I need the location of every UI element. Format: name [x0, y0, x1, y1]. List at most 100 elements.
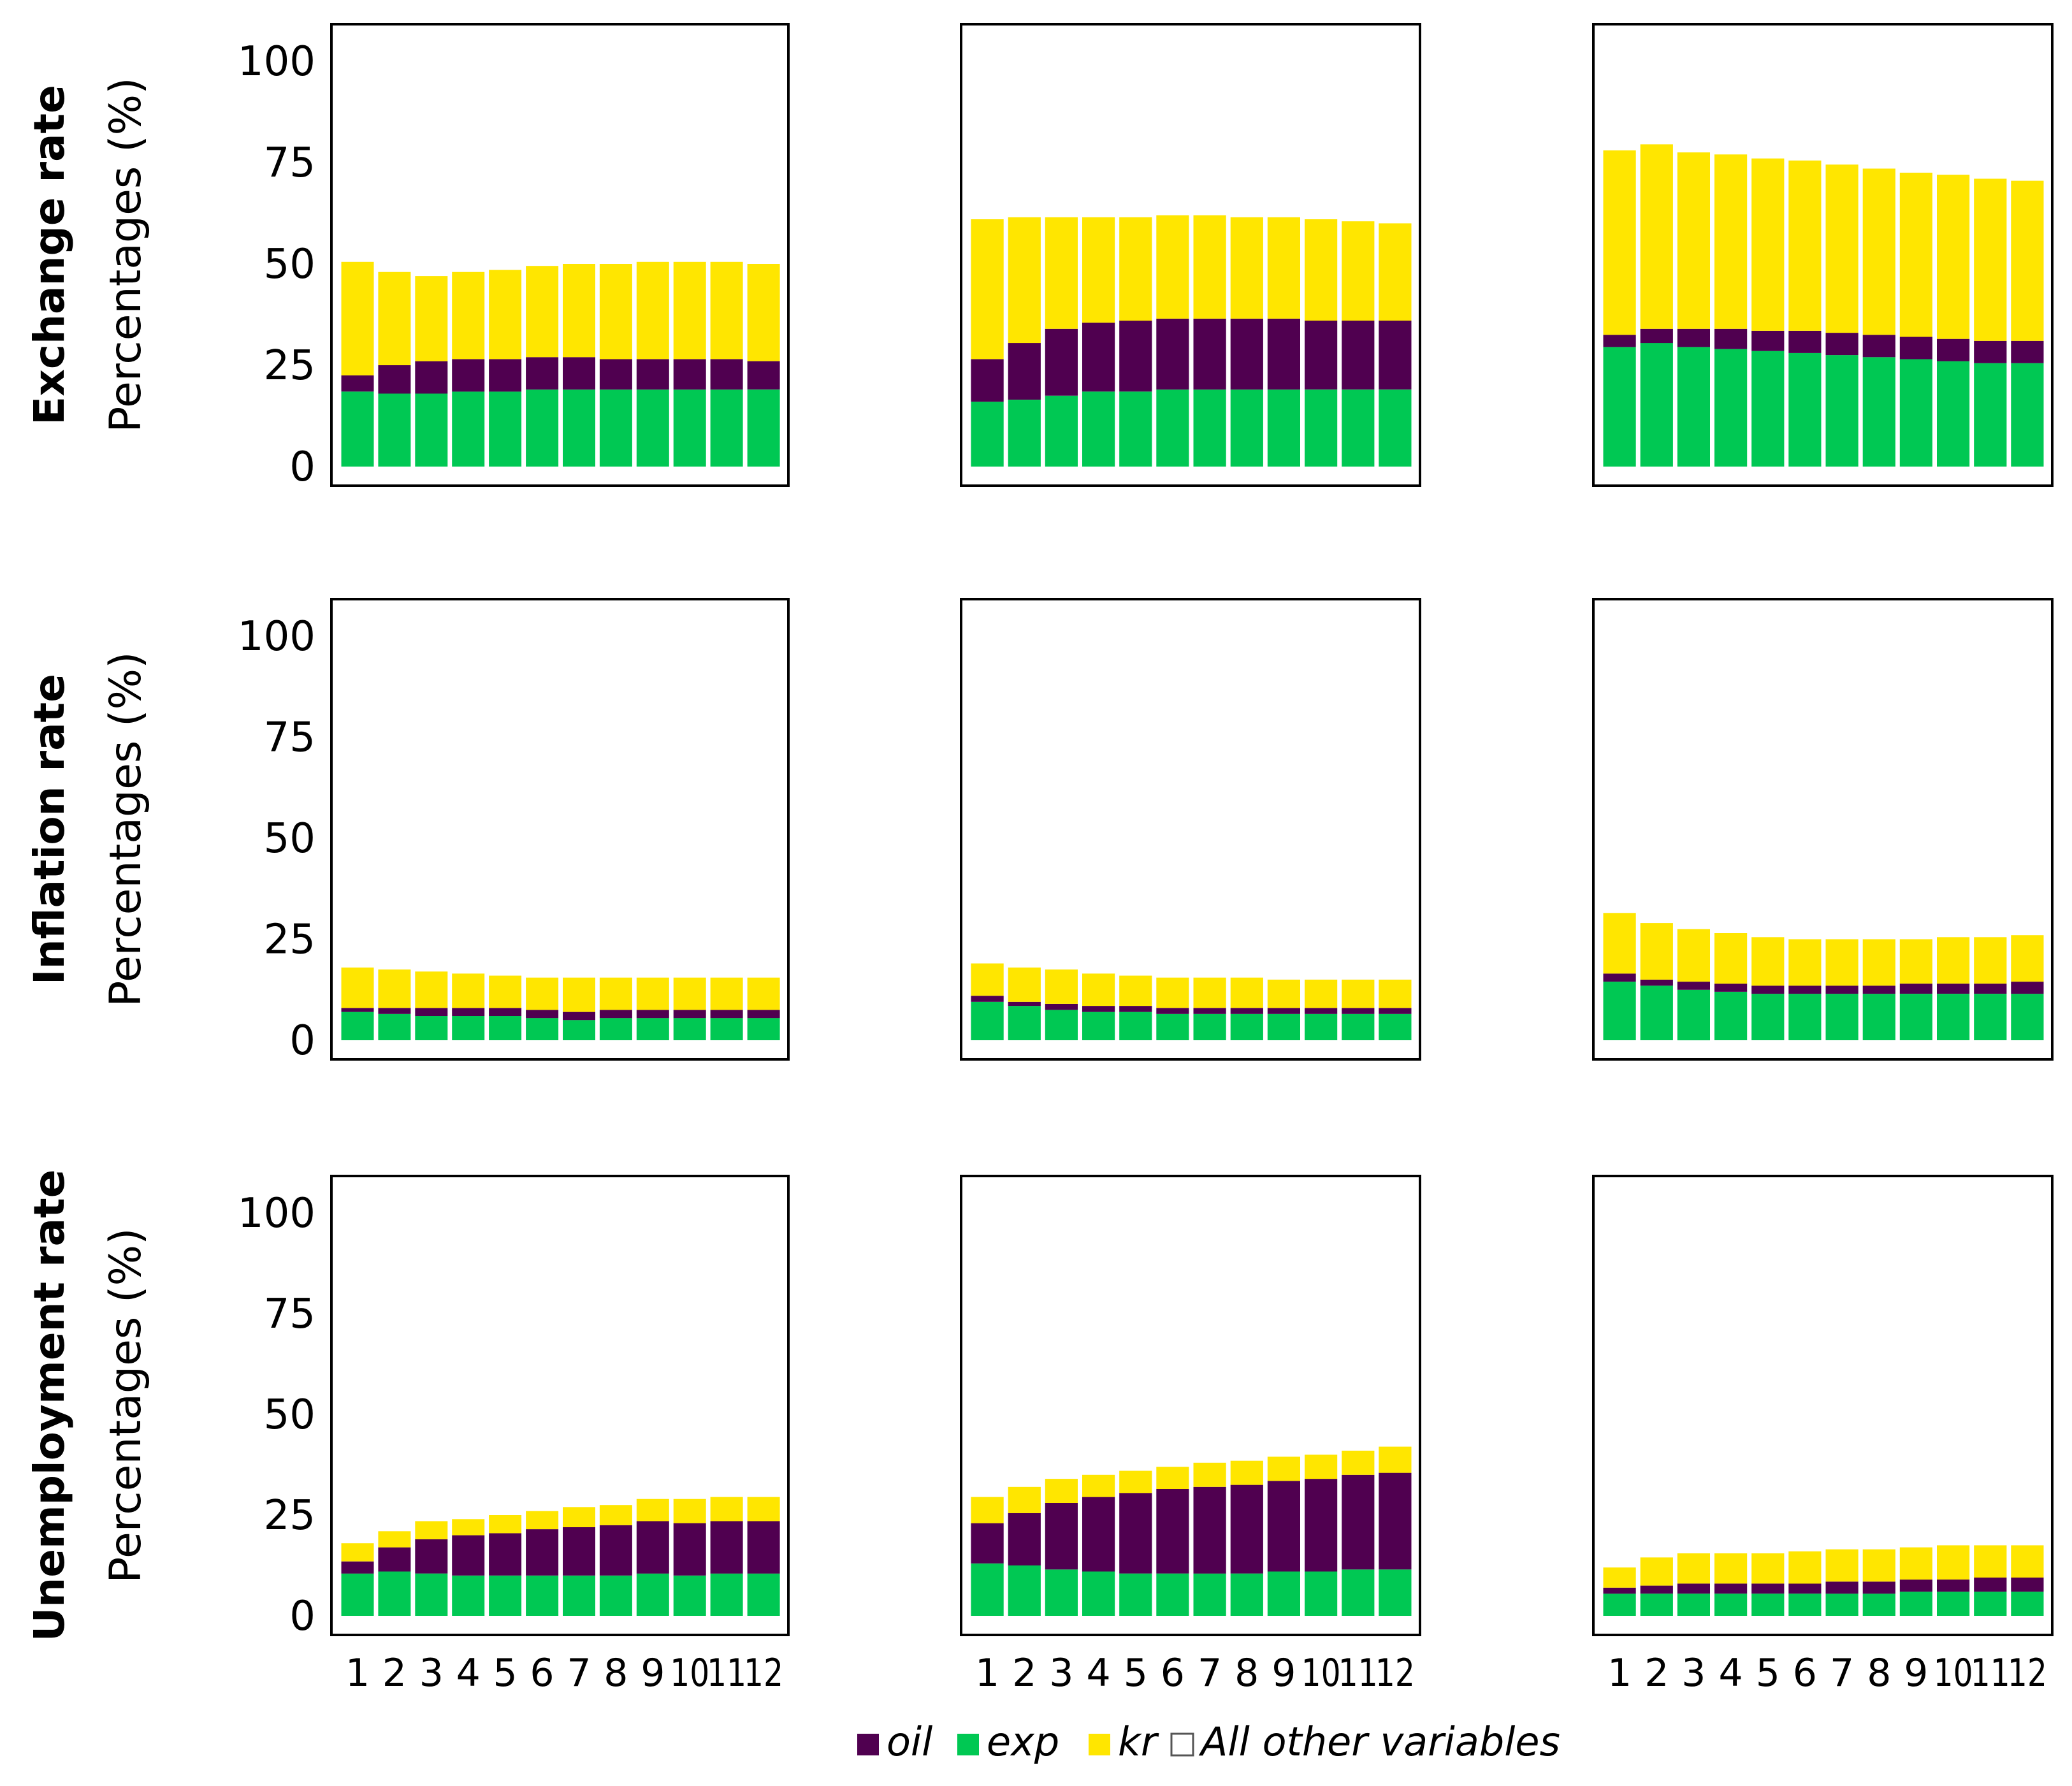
legend-label: All other variables — [1198, 1718, 1560, 1765]
bar-kr-7 — [1825, 164, 1858, 333]
bar-kr-3 — [1677, 1553, 1710, 1584]
panel-frame — [960, 23, 1421, 487]
bar-oil-3 — [1677, 1583, 1710, 1594]
bar-kr-2 — [1008, 967, 1041, 1002]
bar-oil-12 — [2011, 340, 2044, 363]
bar-kr-7 — [563, 264, 595, 358]
bar-oil-1 — [341, 1561, 374, 1574]
bar-oil-6 — [1788, 1583, 1822, 1594]
bar-kr-6 — [526, 1511, 559, 1530]
x-tick-label: 7 — [567, 1651, 591, 1695]
bar-exp-8 — [599, 1575, 632, 1616]
bar-kr-11 — [710, 261, 743, 359]
bar-exp-12 — [747, 1018, 780, 1040]
bar-kr-6 — [1788, 1551, 1822, 1584]
bar-kr-11 — [710, 1497, 743, 1521]
bar-kr-3 — [1045, 1479, 1078, 1503]
bar-oil-11 — [1974, 340, 2007, 363]
bar-exp-3 — [1677, 1594, 1710, 1616]
row-title: Exchange rate — [25, 85, 74, 425]
x-tick-label: 6 — [1793, 1651, 1817, 1695]
bar-kr-7 — [563, 1507, 595, 1527]
bar-exp-9 — [1899, 359, 1932, 467]
x-tick-label: 7 — [1830, 1651, 1854, 1695]
legend-swatch — [1089, 1734, 1110, 1755]
bar-exp-3 — [1677, 989, 1710, 1041]
bar-exp-2 — [378, 1013, 411, 1040]
bar-exp-6 — [1788, 994, 1822, 1040]
bar-exp-7 — [1193, 389, 1226, 467]
x-tick-label: 5 — [1756, 1651, 1780, 1695]
x-tick-label: 4 — [1719, 1651, 1743, 1695]
x-tick-label: 4 — [456, 1651, 481, 1695]
bar-oil-11 — [710, 359, 743, 390]
bar-kr-11 — [710, 977, 743, 1010]
bar-exp-5 — [489, 391, 522, 467]
bar-oil-11 — [1974, 1578, 2007, 1592]
bar-kr-8 — [1862, 168, 1895, 335]
x-tick-label: 7 — [1198, 1651, 1222, 1695]
bar-exp-11 — [710, 1573, 743, 1616]
bar-oil-9 — [1899, 984, 1932, 994]
bar-oil-7 — [1825, 985, 1858, 994]
bar-oil-3 — [415, 1539, 448, 1574]
y-tick-label: 75 — [264, 715, 315, 762]
bar-oil-4 — [452, 1535, 485, 1576]
bar-exp-10 — [1305, 1013, 1338, 1040]
legend-swatch — [957, 1734, 979, 1755]
bar-exp-1 — [1603, 347, 1636, 467]
bar-kr-7 — [1825, 1549, 1858, 1582]
bar-kr-5 — [489, 975, 522, 1008]
bar-oil-8 — [1862, 1581, 1895, 1594]
bar-oil-10 — [1305, 321, 1338, 390]
y-tick-label: 75 — [264, 140, 315, 187]
bar-kr-5 — [1119, 1470, 1152, 1493]
bar-kr-10 — [673, 977, 706, 1010]
x-tick-label: 1 — [1607, 1651, 1632, 1695]
bar-kr-1 — [341, 261, 374, 375]
bar-exp-2 — [1640, 1594, 1673, 1616]
x-tick-label: 12 — [744, 1651, 783, 1695]
bar-exp-4 — [1082, 391, 1115, 467]
bar-kr-5 — [1751, 158, 1785, 331]
bar-exp-1 — [341, 391, 374, 467]
bar-exp-10 — [1937, 1592, 1970, 1616]
bar-oil-1 — [1603, 973, 1636, 982]
bar-oil-3 — [1045, 1003, 1078, 1010]
x-tick-label: 9 — [1271, 1651, 1296, 1695]
bar-oil-10 — [1937, 338, 1970, 361]
bar-oil-9 — [1899, 1579, 1932, 1592]
x-tick-label: 10 — [1934, 1651, 1973, 1695]
bar-oil-3 — [1677, 328, 1710, 347]
x-tick-label: 9 — [1904, 1651, 1928, 1695]
bar-oil-5 — [1119, 1006, 1152, 1012]
bar-exp-1 — [1603, 1594, 1636, 1616]
bar-exp-3 — [1045, 395, 1078, 467]
bar-oil-9 — [1267, 1481, 1300, 1572]
bar-exp-12 — [1379, 389, 1412, 467]
bar-exp-12 — [747, 1573, 780, 1616]
bar-exp-12 — [1379, 1569, 1412, 1616]
bar-kr-3 — [1045, 969, 1078, 1004]
bar-kr-4 — [1714, 154, 1748, 329]
bar-oil-6 — [1788, 330, 1822, 353]
y-tick-label: 0 — [289, 1017, 315, 1064]
bar-kr-11 — [1974, 937, 2007, 984]
x-tick-label: 11 — [707, 1651, 746, 1695]
legend-label: kr — [1118, 1718, 1159, 1765]
bar-oil-11 — [1974, 984, 2007, 994]
legend-item-3: kr — [1089, 1718, 1159, 1765]
bar-exp-4 — [1082, 1012, 1115, 1040]
bar-kr-10 — [1937, 1545, 1970, 1580]
bar-kr-1 — [971, 1497, 1004, 1523]
bar-exp-4 — [452, 1575, 485, 1616]
bar-exp-10 — [1305, 389, 1338, 467]
bar-kr-4 — [1082, 973, 1115, 1006]
y-tick-label: 50 — [264, 815, 315, 862]
bar-oil-3 — [1045, 1503, 1078, 1570]
bar-exp-7 — [1193, 1013, 1226, 1040]
bar-kr-4 — [452, 973, 485, 1008]
bar-kr-3 — [1677, 929, 1710, 982]
bar-kr-1 — [1603, 1567, 1636, 1588]
bar-exp-3 — [1045, 1010, 1078, 1040]
